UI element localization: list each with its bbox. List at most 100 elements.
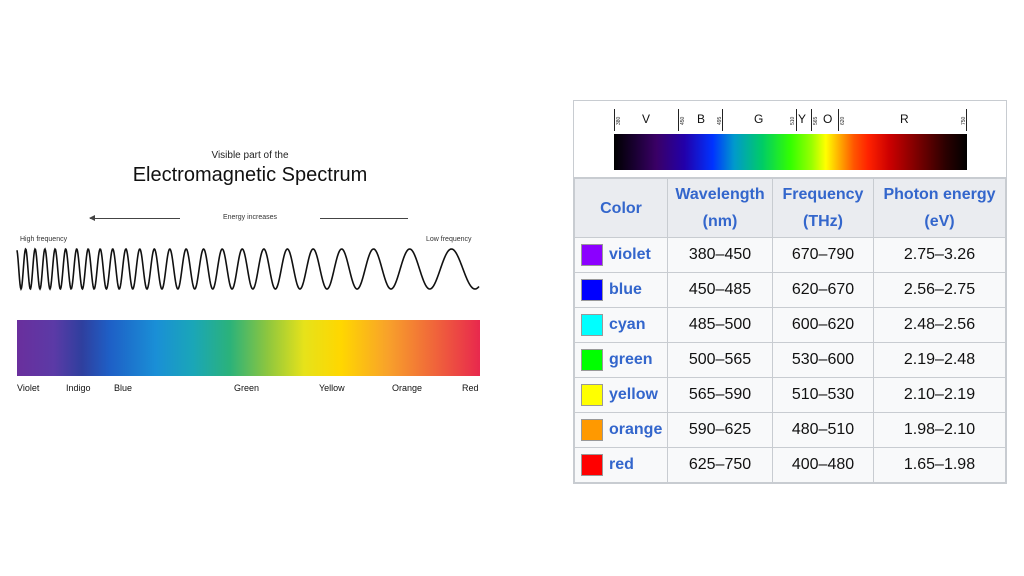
- color-cell: cyan: [574, 307, 668, 343]
- color-cell: yellow: [574, 377, 668, 413]
- frequency-wave: [16, 247, 480, 291]
- table-row: red 625–750 400–480 1.65–1.98: [574, 447, 1006, 483]
- table-row: green 500–565 530–600 2.19–2.48: [574, 342, 1006, 378]
- header-color: Color: [574, 178, 668, 238]
- tick-510: [796, 109, 797, 131]
- frequency-cell: 400–480: [772, 447, 874, 483]
- frequency-cell: 510–530: [772, 377, 874, 413]
- label-indigo: Indigo: [66, 383, 91, 393]
- color-name-link[interactable]: cyan: [609, 316, 646, 333]
- label-green: Green: [234, 383, 260, 393]
- band-r: R: [900, 112, 909, 126]
- label-orange: Orange: [392, 383, 423, 393]
- wavelength-cell: 485–500: [667, 307, 773, 343]
- tick-label-750: 750: [961, 116, 967, 125]
- high-frequency-label: High frequency: [20, 236, 68, 243]
- energy-cell: 1.98–2.10: [873, 412, 1006, 448]
- energy-cell: 2.75–3.26: [873, 237, 1006, 273]
- color-swatch: [581, 384, 603, 406]
- wavelength-cell: 380–450: [667, 237, 773, 273]
- wavelength-cell: 590–625: [667, 412, 773, 448]
- table-row: orange 590–625 480–510 1.98–2.10: [574, 412, 1006, 448]
- color-table: Color Wavelength (nm) Frequency (THz) Ph…: [574, 178, 1006, 483]
- label-red: Red: [462, 383, 479, 393]
- energy-cell: 2.48–2.56: [873, 307, 1006, 343]
- color-name-link[interactable]: green: [609, 351, 653, 368]
- tick-495: [722, 109, 723, 131]
- frequency-cell: 480–510: [772, 412, 874, 448]
- color-name-link[interactable]: violet: [609, 246, 651, 263]
- header-energy: Photon energy (eV): [873, 178, 1006, 238]
- header-energy-unit: (eV): [924, 213, 955, 230]
- frequency-cell: 620–670: [772, 272, 874, 308]
- color-name-link[interactable]: blue: [609, 281, 642, 298]
- color-swatch: [581, 454, 603, 476]
- mini-spectrum-bar: [614, 134, 967, 170]
- frequency-cell: 670–790: [772, 237, 874, 273]
- frequency-cell: 600–620: [772, 307, 874, 343]
- header-wavelength: Wavelength (nm): [667, 178, 773, 238]
- wavelength-cell: 625–750: [667, 447, 773, 483]
- energy-cell: 2.56–2.75: [873, 272, 1006, 308]
- low-frequency-label: Low frequency: [426, 236, 472, 243]
- band-o: O: [823, 112, 833, 126]
- header-frequency-unit: (THz): [803, 213, 843, 230]
- header-wavelength-unit: (nm): [702, 213, 738, 230]
- wavelength-spectrum-header: 380 450 495 510 565 620 750 V B G Y O R: [574, 101, 1006, 178]
- energy-cell: 1.65–1.98: [873, 447, 1006, 483]
- label-blue: Blue: [114, 383, 133, 393]
- tick-label-380: 380: [616, 116, 622, 125]
- wavelength-cell: 500–565: [667, 342, 773, 378]
- tick-label-620: 620: [840, 116, 846, 125]
- diagram-title: Electromagnetic Spectrum: [132, 164, 368, 186]
- color-swatch: [581, 244, 603, 266]
- header-wavelength-label: Wavelength: [675, 186, 765, 203]
- band-b: B: [697, 112, 706, 126]
- label-yellow: Yellow: [319, 383, 345, 393]
- label-violet: Violet: [17, 383, 40, 393]
- color-cell: red: [574, 447, 668, 483]
- tick-620: [838, 109, 839, 131]
- wavelength-cell: 565–590: [667, 377, 773, 413]
- table-row: yellow 565–590 510–530 2.10–2.19: [574, 377, 1006, 413]
- band-g: G: [754, 112, 764, 126]
- em-spectrum-diagram: Visible part of the Electromagnetic Spec…: [16, 150, 480, 393]
- frequency-cell: 530–600: [772, 342, 874, 378]
- color-cell: orange: [574, 412, 668, 448]
- wave-line: [16, 247, 480, 291]
- tick-label-565: 565: [813, 116, 819, 125]
- tick-380: [614, 109, 615, 131]
- band-v: V: [642, 112, 651, 126]
- color-cell: blue: [574, 272, 668, 308]
- table-row: cyan 485–500 600–620 2.48–2.56: [574, 307, 1006, 343]
- header-frequency-label: Frequency: [782, 186, 864, 203]
- diagram-subtitle: Visible part of the: [211, 150, 289, 161]
- tick-label-450: 450: [680, 116, 686, 125]
- table-header-row: Color Wavelength (nm) Frequency (THz) Ph…: [574, 178, 1006, 238]
- band-y: Y: [798, 112, 807, 126]
- color-table-box: 380 450 495 510 565 620 750 V B G Y O R …: [573, 100, 1007, 484]
- energy-cell: 2.10–2.19: [873, 377, 1006, 413]
- color-name-link[interactable]: red: [609, 456, 634, 473]
- tick-450: [678, 109, 679, 131]
- header-frequency: Frequency (THz): [772, 178, 874, 238]
- energy-arrow-head-icon: [89, 215, 95, 221]
- energy-increases-label: Energy increases: [180, 214, 320, 221]
- energy-cell: 2.19–2.48: [873, 342, 1006, 378]
- wavelength-cell: 450–485: [667, 272, 773, 308]
- color-swatch: [581, 279, 603, 301]
- color-name-link[interactable]: yellow: [609, 386, 658, 403]
- table-row: violet 380–450 670–790 2.75–3.26: [574, 237, 1006, 273]
- color-cell: violet: [574, 237, 668, 273]
- color-swatch: [581, 419, 603, 441]
- table-body: violet 380–450 670–790 2.75–3.26 blue 450–485…: [574, 237, 1006, 483]
- table-row: blue 450–485 620–670 2.56–2.75: [574, 272, 1006, 308]
- tick-label-495: 495: [717, 116, 723, 125]
- color-cell: green: [574, 342, 668, 378]
- color-name-link[interactable]: orange: [609, 421, 663, 438]
- visible-spectrum-bar: [17, 320, 480, 376]
- tick-565: [811, 109, 812, 131]
- tick-750: [966, 109, 967, 131]
- color-swatch: [581, 314, 603, 336]
- tick-label-510: 510: [790, 116, 796, 125]
